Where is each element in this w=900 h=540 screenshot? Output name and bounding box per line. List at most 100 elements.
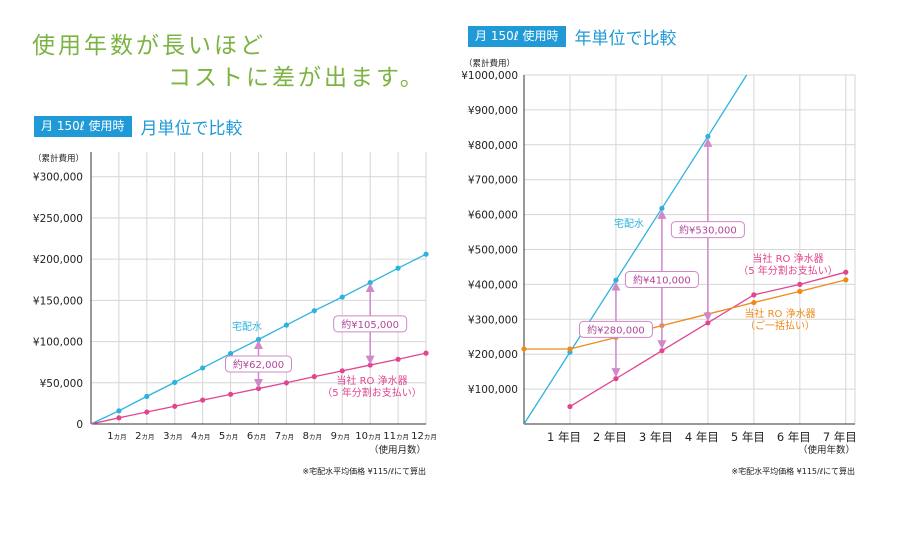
y-tick-label: ¥200,000 [33, 254, 83, 266]
y-tick-label: ¥400,000 [468, 279, 518, 291]
data-point [339, 368, 345, 374]
data-point [659, 205, 665, 211]
data-point [751, 292, 757, 298]
footnote: ※宅配水平均価格 ¥115/ℓにて算出 [731, 466, 855, 476]
data-point [172, 403, 178, 409]
y-tick-label: ¥150,000 [33, 295, 83, 307]
series-label-ro-lump: 当社 RO 浄水器（ご一括払い） [744, 307, 815, 332]
difference-label-box [670, 221, 745, 239]
x-tick-label: 3カ月 [163, 431, 182, 442]
data-point [200, 365, 206, 371]
y-axis-label: （累計費用） [33, 153, 84, 164]
data-point [797, 288, 803, 294]
y-tick-label: ¥500,000 [468, 245, 518, 257]
series-line-0 [524, 75, 748, 424]
x-tick-label: 7 年目 [823, 430, 857, 444]
x-tick-label: 12カ月 [411, 431, 437, 442]
x-tick-label: 9カ月 [331, 431, 350, 442]
data-point [311, 308, 317, 314]
data-point [339, 294, 345, 300]
y-tick-label: ¥1000,000 [461, 70, 518, 82]
data-point [567, 403, 573, 410]
difference-label-box [225, 355, 292, 373]
y-tick-label: ¥300,000 [468, 314, 518, 326]
x-tick-label: 5 年目 [731, 430, 765, 444]
data-point [227, 350, 234, 357]
y-tick-label: ¥100,000 [468, 384, 518, 396]
difference-label: 約¥62,000 [233, 358, 284, 371]
right-chart-header: 月 150ℓ 使用時 年単位で比較 [468, 24, 677, 49]
yearly-cost-chart: ¥100,000 ¥200,000 ¥300,000 ¥400,000 ¥500,000… [461, 58, 857, 476]
data-point [144, 409, 150, 415]
y-tick-label: ¥700,000 [468, 175, 518, 187]
left-chart-title: 月単位で比較 [140, 119, 243, 139]
data-point [227, 391, 234, 397]
x-tick-label: 3 年目 [639, 430, 673, 444]
data-point [395, 356, 401, 362]
left-usage-badge: 月 150ℓ 使用時 [34, 116, 132, 137]
series-line-2 [524, 279, 846, 350]
x-tick-label: 2カ月 [135, 431, 154, 442]
data-point [613, 277, 619, 283]
data-point [843, 277, 849, 283]
y-tick-label: ¥50,000 [40, 378, 83, 390]
data-point [751, 299, 757, 306]
x-tick-label: 8カ月 [303, 431, 322, 442]
y-tick-label: ¥800,000 [468, 140, 518, 152]
y-tick-label: 0 [76, 419, 83, 431]
data-point [172, 379, 178, 385]
x-tick-label: 1 年目 [547, 430, 581, 444]
data-point [283, 322, 290, 328]
x-tick-label: 2 年目 [593, 430, 627, 444]
y-axis-label: （累計費用） [464, 58, 515, 69]
data-point [144, 393, 150, 399]
data-point [797, 281, 803, 287]
headline-line-2: コストに差が出ます。 [168, 65, 426, 91]
data-point [367, 280, 373, 286]
x-tick-label: 10カ月 [355, 431, 381, 442]
monthly-cost-chart: 0 ¥50,000 ¥100,000 ¥150,000 ¥200,000 ¥250,000… [33, 152, 437, 476]
data-point [705, 133, 711, 140]
data-point [705, 320, 711, 326]
data-point [423, 251, 429, 257]
difference-label: 約¥530,000 [679, 224, 737, 237]
right-usage-badge: 月 150ℓ 使用時 [468, 26, 566, 47]
y-tick-label: ¥200,000 [468, 349, 518, 361]
difference-label-box [333, 315, 408, 333]
headline-line-1: 使用年数が長いほど [32, 33, 266, 59]
data-point [200, 397, 206, 403]
y-tick-label: ¥900,000 [468, 105, 518, 117]
data-point [423, 350, 429, 356]
right-chart-title: 年単位で比較 [574, 29, 677, 49]
series-label-delivery: 宅配水 [614, 217, 644, 230]
y-tick-label: ¥600,000 [468, 210, 518, 222]
difference-label: 約¥280,000 [587, 323, 645, 336]
x-tick-label: 11カ月 [383, 431, 409, 442]
difference-label: 約¥105,000 [341, 318, 399, 331]
data-point [116, 408, 122, 414]
x-tick-label: 4カ月 [191, 431, 210, 442]
data-point [367, 362, 373, 368]
x-tick-label: 7カ月 [275, 431, 294, 442]
y-tick-label: ¥300,000 [33, 172, 83, 184]
x-axis-label: （使用月数） [369, 444, 426, 456]
series-label-delivery: 宅配水 [232, 320, 262, 333]
series-label-ro-installment: 当社 RO 浄水器（5 年分割お支払い） [738, 252, 838, 277]
data-point [283, 380, 290, 386]
x-axis-label: （使用年数） [798, 444, 855, 456]
data-point [116, 415, 122, 421]
data-point [843, 269, 849, 275]
x-tick-label: 6 年目 [777, 430, 811, 444]
x-tick-label: 5カ月 [219, 431, 238, 442]
difference-label-box [578, 320, 653, 338]
series-label-ro-installment: 当社 RO 浄水器（5 年分割お支払い） [322, 374, 422, 399]
footnote: ※宅配水平均価格 ¥115/ℓにて算出 [302, 466, 426, 476]
data-point [255, 336, 262, 343]
x-tick-label: 4 年目 [685, 430, 719, 444]
data-point [659, 348, 665, 354]
left-chart-header: 月 150ℓ 使用時 月単位で比較 [34, 114, 243, 139]
data-point [613, 376, 619, 382]
data-point [255, 385, 262, 392]
data-point [395, 265, 401, 271]
